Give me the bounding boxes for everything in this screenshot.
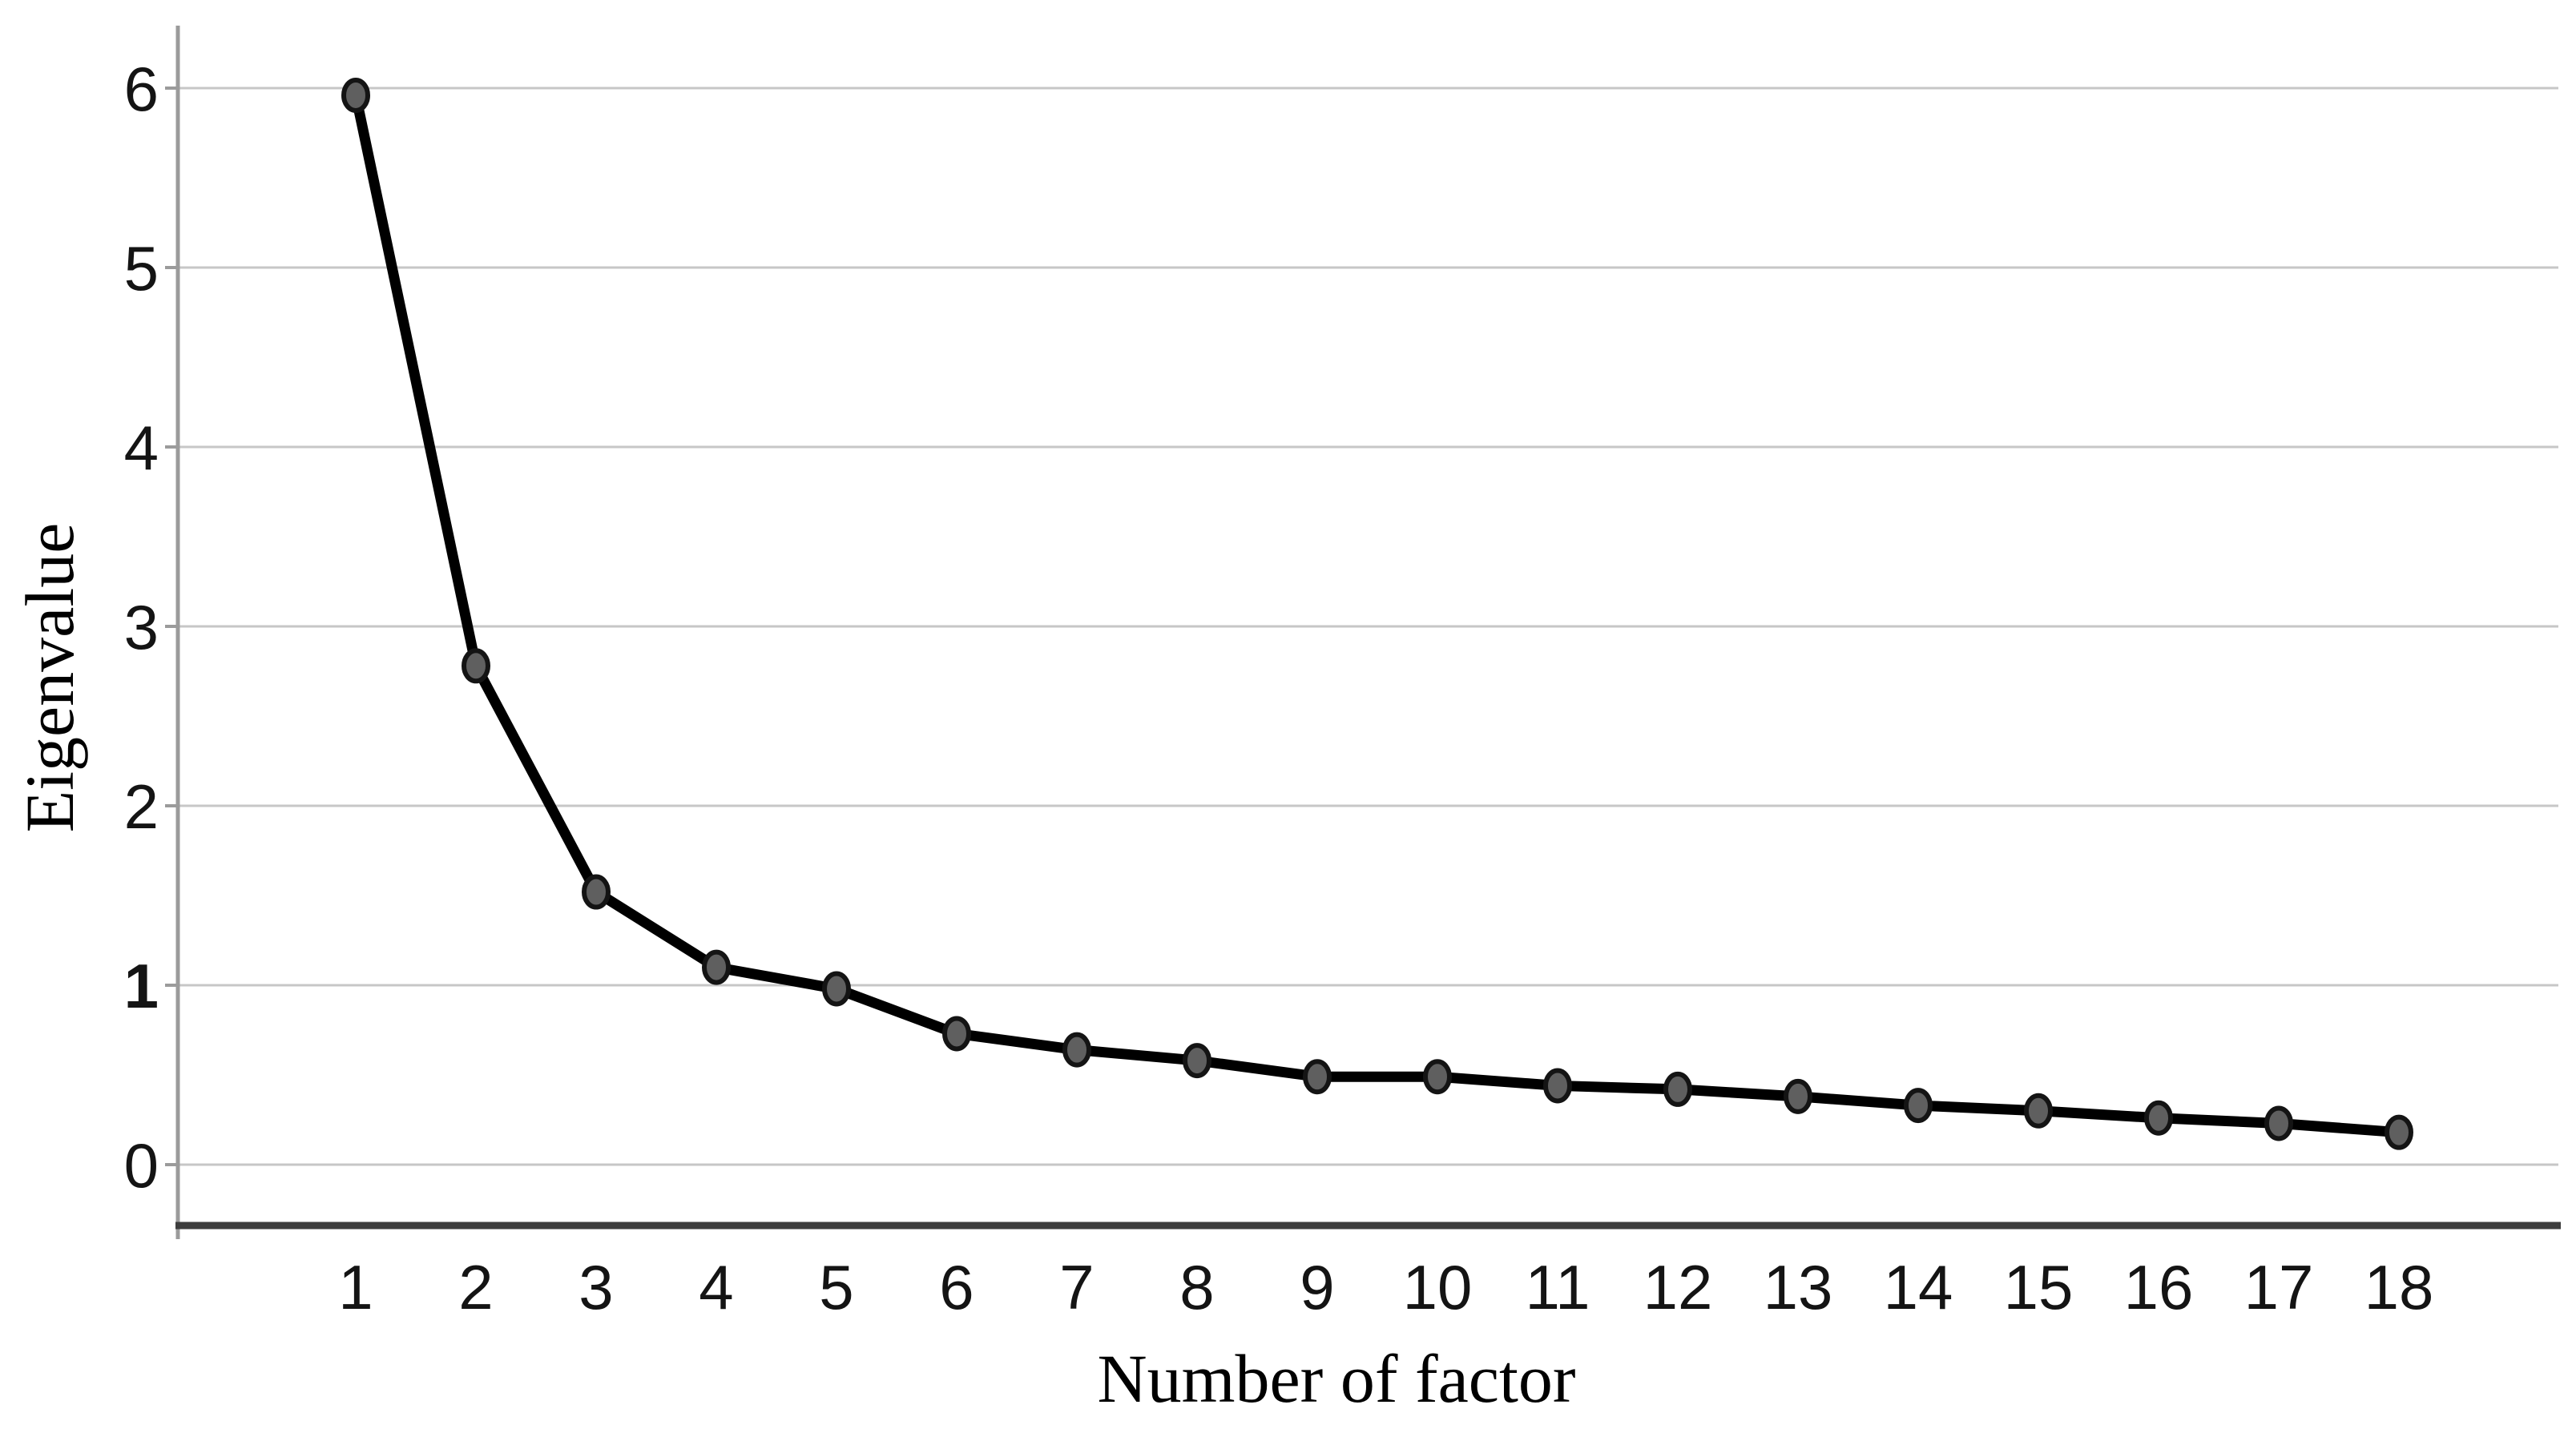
data-point-4 — [702, 949, 731, 985]
data-point-14 — [1904, 1088, 1933, 1124]
data-point-15 — [2024, 1093, 2053, 1129]
x-tick-label-13: 13 — [1764, 1252, 1833, 1322]
x-axis-title: Number of factor — [1097, 1340, 1576, 1417]
x-tick-label-3: 3 — [578, 1252, 613, 1322]
y-tick-label-1: 1 — [124, 951, 159, 1021]
data-point-1 — [341, 77, 370, 113]
data-point-7 — [1062, 1032, 1091, 1068]
eigenvalue-series-line — [350, 90, 2405, 1138]
x-tick-label-12: 12 — [1643, 1252, 1713, 1322]
x-tick-label-14: 14 — [1884, 1252, 1953, 1322]
x-tick-label-7: 7 — [1059, 1252, 1094, 1322]
data-point-11 — [1543, 1068, 1572, 1104]
y-axis-title: Eigenvalue — [11, 522, 88, 833]
data-point-12 — [1663, 1071, 1692, 1107]
y-tick-label-6: 6 — [124, 54, 159, 124]
x-tick-label-1: 1 — [338, 1252, 373, 1322]
x-tick-label-6: 6 — [939, 1252, 974, 1322]
x-tick-label-17: 17 — [2244, 1252, 2314, 1322]
data-point-13 — [1784, 1078, 1812, 1114]
data-point-17 — [2264, 1105, 2293, 1141]
data-point-6 — [942, 1016, 971, 1052]
x-tick-label-2: 2 — [458, 1252, 493, 1322]
data-point-8 — [1183, 1043, 1211, 1079]
y-tick-label-2: 2 — [124, 771, 159, 842]
data-point-3 — [582, 874, 611, 910]
data-point-2 — [462, 648, 490, 684]
x-tick-label-10: 10 — [1403, 1252, 1473, 1322]
y-tick-label-3: 3 — [124, 592, 159, 662]
x-tick-label-9: 9 — [1300, 1252, 1334, 1322]
x-tick-label-11: 11 — [1526, 1252, 1590, 1322]
y-tick-label-4: 4 — [124, 413, 159, 483]
x-tick-label-15: 15 — [2004, 1252, 2074, 1322]
data-point-16 — [2144, 1100, 2173, 1136]
data-point-18 — [2385, 1114, 2413, 1150]
x-tick-label-5: 5 — [819, 1252, 853, 1322]
x-tick-label-16: 16 — [2124, 1252, 2194, 1322]
y-tick-label-0: 0 — [124, 1130, 159, 1201]
x-tick-label-18: 18 — [2364, 1252, 2434, 1322]
data-point-10 — [1423, 1059, 1452, 1095]
y-tick-label-5: 5 — [124, 233, 159, 304]
data-point-9 — [1303, 1059, 1332, 1095]
x-tick-label-8: 8 — [1179, 1252, 1214, 1322]
data-point-5 — [822, 971, 851, 1007]
x-tick-label-4: 4 — [699, 1252, 733, 1322]
